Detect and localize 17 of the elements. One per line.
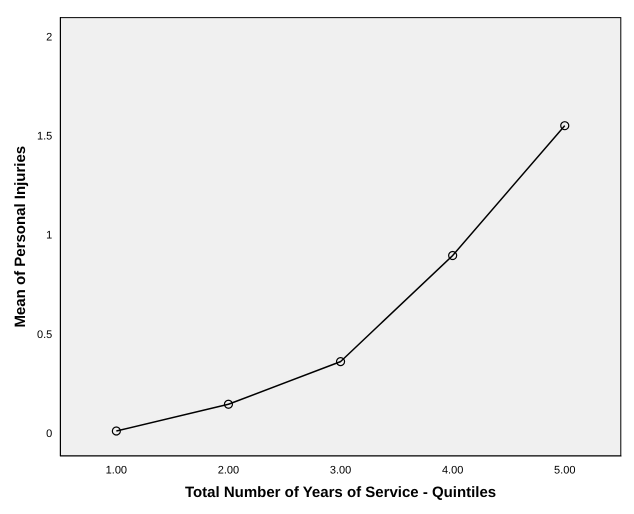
point [336,357,346,366]
y-tick-label: 0 [46,428,52,440]
point [112,426,121,436]
x-axis-title: Total Number of Years of Service - Quintiles [184,484,496,502]
x-tick-label: 5.00 [554,464,576,476]
y-axis-title: Mean of Personal Injuries [12,146,30,328]
y-tick-label: 2 [46,31,52,44]
y-tick-label: 0.5 [36,328,52,341]
y-tick-label: 1 [46,230,52,242]
x-tick-label: 1.00 [106,464,128,476]
x-tick-label: 3.00 [330,464,352,476]
x-tick-label: 2.00 [218,464,240,476]
x-tick-label: 4.00 [442,464,464,476]
point [560,121,570,130]
y-tick-label: 1.5 [36,130,52,143]
point [224,400,234,409]
point [448,250,458,260]
